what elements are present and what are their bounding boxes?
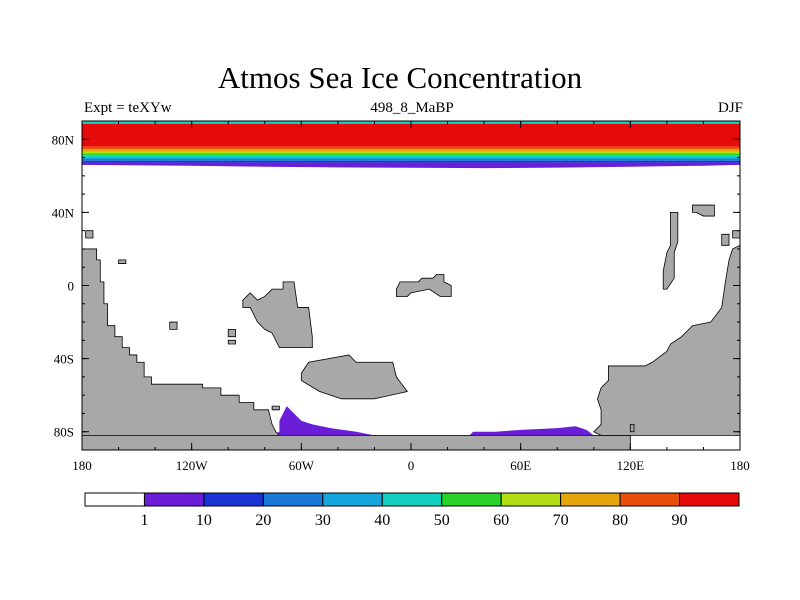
colorbar-box xyxy=(381,492,443,507)
land-mass xyxy=(629,424,635,433)
antarctic-ice xyxy=(469,426,594,436)
map-plot-area xyxy=(82,121,740,450)
arctic-ice-band xyxy=(82,153,740,156)
land-mass xyxy=(242,281,313,349)
lon-tick-label: 60W xyxy=(289,458,315,473)
colorbar-box xyxy=(262,492,324,507)
land-mass xyxy=(227,339,236,345)
map-axes: 80N 40N 0 40S 80S 180 120W 60W 0 60E 120E 180 xyxy=(52,120,750,473)
arctic-ice-band xyxy=(82,151,740,154)
land-mass xyxy=(118,259,127,264)
antarctic-ice xyxy=(272,406,375,436)
lat-tick-label: 80S xyxy=(54,425,74,440)
lat-tick-label: 0 xyxy=(68,279,75,294)
season-label: DJF xyxy=(717,100,743,116)
arctic-ice-band xyxy=(82,159,740,161)
colorbar-label: 20 xyxy=(255,512,271,529)
lon-tick-label: 60E xyxy=(510,458,531,473)
land-mass xyxy=(662,211,679,290)
land-mass xyxy=(85,230,94,239)
colorbar-label: 80 xyxy=(612,512,628,529)
land-mass xyxy=(271,405,280,411)
land-mass xyxy=(692,204,715,217)
land-mass xyxy=(82,248,281,436)
colorbar-box xyxy=(322,492,383,507)
chart-title: Atmos Sea Ice Concentration xyxy=(217,60,583,95)
arctic-ice-band xyxy=(82,160,740,163)
arctic-ice-band xyxy=(82,123,740,147)
colorbar-box xyxy=(500,492,562,507)
colorbar-label: 90 xyxy=(672,512,688,529)
land-mass xyxy=(593,244,740,436)
colorbar-box xyxy=(441,492,502,507)
lon-tick-label: 120W xyxy=(176,458,209,473)
arctic-ice-band xyxy=(82,157,740,160)
colorbar-box xyxy=(203,492,264,507)
lon-tick-label: 180 xyxy=(730,458,750,473)
colorbar: 1 10 20 30 40 50 60 70 80 90 xyxy=(84,492,740,529)
colorbar-box xyxy=(679,492,740,507)
land-mass xyxy=(721,233,730,246)
colorbar-label: 50 xyxy=(434,512,450,529)
colorbar-label: 10 xyxy=(196,512,212,529)
colorbar-box xyxy=(560,492,621,507)
colorbar-label: 60 xyxy=(493,512,509,529)
colorbar-box xyxy=(84,492,145,507)
arctic-ice-band xyxy=(82,149,740,152)
period-label: 498_8_MaBP xyxy=(370,100,454,116)
lat-tick-label: 40N xyxy=(52,205,75,220)
colorbar-label: 1 xyxy=(140,512,148,529)
lat-tick-label: 40S xyxy=(54,352,74,367)
lon-tick-label: 120E xyxy=(617,458,645,473)
land-mass xyxy=(227,328,236,338)
land-mass xyxy=(395,274,452,297)
land-mass xyxy=(169,321,178,330)
colorbar-label: 40 xyxy=(374,512,390,529)
lat-tick-label: 80N xyxy=(52,132,75,147)
lon-tick-label: 0 xyxy=(408,458,415,473)
arctic-ice-edge xyxy=(82,162,740,169)
experiment-label: Expt = teXYw xyxy=(84,100,172,116)
land-mass xyxy=(82,434,631,450)
colorbar-box xyxy=(619,492,681,507)
colorbar-box xyxy=(143,492,205,507)
colorbar-label: 30 xyxy=(315,512,331,529)
land-mass xyxy=(732,230,740,239)
lon-tick-label: 180 xyxy=(72,458,92,473)
land-mass xyxy=(300,354,409,400)
arctic-ice-band xyxy=(82,155,740,158)
arctic-ice-band xyxy=(82,146,740,150)
colorbar-label: 70 xyxy=(553,512,569,529)
